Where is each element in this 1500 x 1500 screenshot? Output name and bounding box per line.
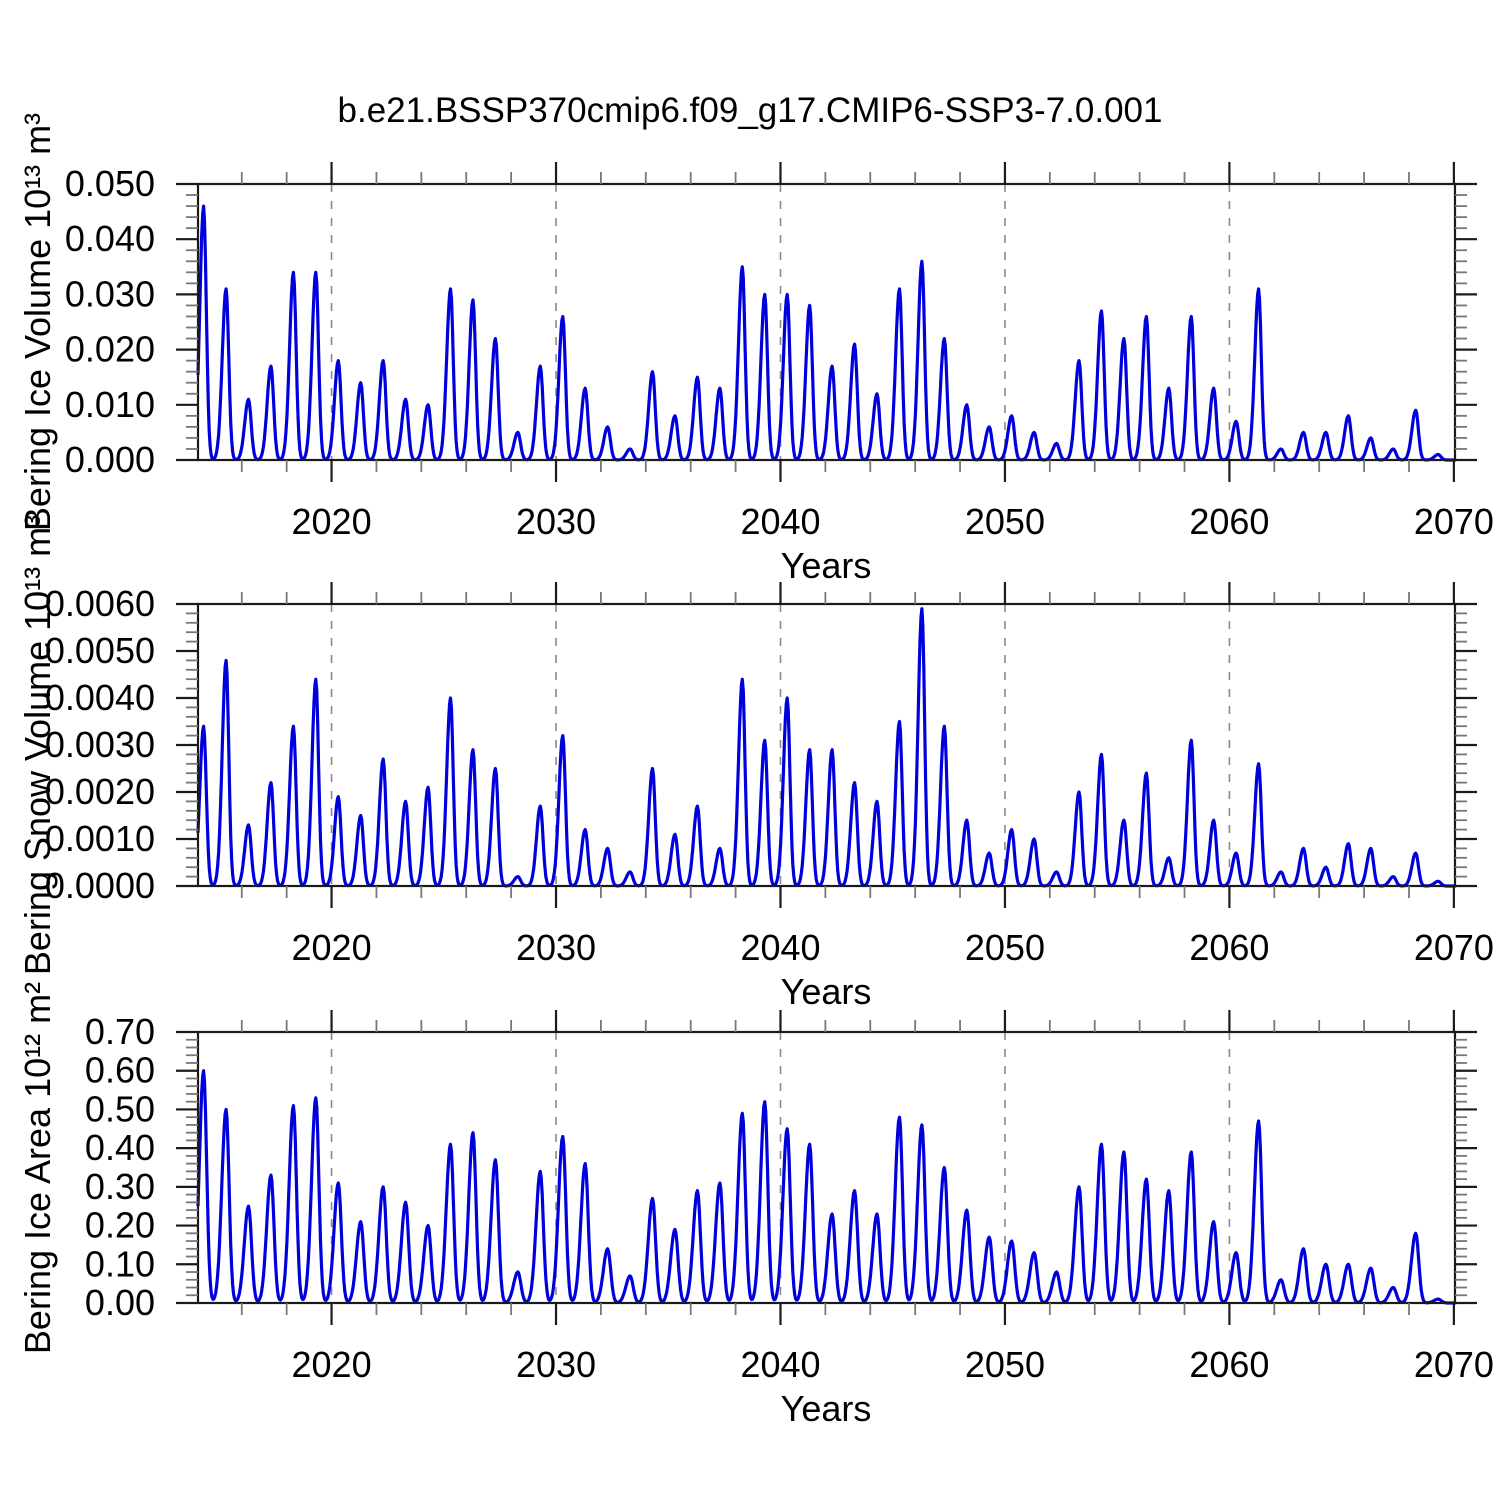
plot-frame bbox=[196, 1030, 1457, 1305]
x-tick-label: 2070 bbox=[1414, 927, 1494, 968]
x-axis-title-years-2: Years bbox=[781, 971, 872, 1012]
y-tick-label: 0.0040 bbox=[45, 677, 155, 718]
x-tick-label: 2040 bbox=[740, 927, 820, 968]
x-tick-label: 2030 bbox=[516, 501, 596, 542]
y-tick-label: 0.020 bbox=[65, 329, 155, 370]
x-axis-title-years-3: Years bbox=[781, 1388, 872, 1429]
y-tick-label: 0.0030 bbox=[45, 724, 155, 765]
plot-area-snow-volume: 2020 2030 2040 2050 2060 2070 0.0000 0.0010 0.00… bbox=[45, 582, 1494, 968]
x-tick-label: 2040 bbox=[740, 501, 820, 542]
panel-bering-ice-volume: Bering Ice Volume 10¹³ m³ Years 2020 2030… bbox=[17, 113, 1494, 586]
x-tick-label: 2070 bbox=[1414, 501, 1494, 542]
x-tick-label: 2030 bbox=[516, 927, 596, 968]
x-tick-label: 2060 bbox=[1189, 501, 1269, 542]
y-tick-label: 0.60 bbox=[85, 1050, 155, 1091]
y-tick-label: 0.20 bbox=[85, 1205, 155, 1246]
y-tick-label: 0.00 bbox=[85, 1282, 155, 1323]
y-tick-label: 0.10 bbox=[85, 1243, 155, 1284]
plot-area-ice-volume: 2020 2030 2040 2050 2060 2070 0.000 0.010 0.020 0… bbox=[65, 162, 1494, 542]
x-tick-label: 2020 bbox=[292, 501, 372, 542]
y-tick-label: 0.0010 bbox=[45, 818, 155, 859]
plot-frame bbox=[196, 182, 1457, 462]
panel-bering-ice-area: Bering Ice Area 10¹² m² Years 2020 2030 20… bbox=[17, 982, 1494, 1429]
x-tick-label: 2050 bbox=[965, 927, 1045, 968]
y-tick-label: 0.0050 bbox=[45, 630, 155, 671]
plot-area-ice-area: 2020 2030 2040 2050 2060 2070 0.000.100.200.30… bbox=[85, 1010, 1494, 1385]
y-tick-label: 0.040 bbox=[65, 218, 155, 259]
y-tick-label: 0.50 bbox=[85, 1088, 155, 1129]
y-tick-label: 0.030 bbox=[65, 273, 155, 314]
x-tick-label: 2020 bbox=[292, 1344, 372, 1385]
x-tick-label: 2030 bbox=[516, 1344, 596, 1385]
y-tick-label: 0.050 bbox=[65, 163, 155, 204]
panel-bering-snow-volume: Bering Snow Volume 10¹³ m³ Years 2020 203… bbox=[17, 515, 1494, 1012]
y-axis-title-ice-volume: Bering Ice Volume 10¹³ m³ bbox=[17, 113, 58, 531]
y-tick-label: 0.70 bbox=[85, 1011, 155, 1052]
data-line-bering-ice-area bbox=[196, 1069, 1457, 1305]
x-tick-label: 2060 bbox=[1189, 927, 1269, 968]
y-axis-title-ice-area: Bering Ice Area 10¹² m² bbox=[17, 982, 58, 1354]
x-tick-label: 2050 bbox=[965, 1344, 1045, 1385]
y-tick-label: 0.40 bbox=[85, 1127, 155, 1168]
y-axis-title-snow-volume: Bering Snow Volume 10¹³ m³ bbox=[17, 515, 58, 975]
x-tick-label: 2060 bbox=[1189, 1344, 1269, 1385]
x-tick-label: 2070 bbox=[1414, 1344, 1494, 1385]
figure-title: b.e21.BSSP370cmip6.f09_g17.CMIP6-SSP3-7.… bbox=[338, 91, 1163, 130]
y-tick-label: 0.0060 bbox=[45, 583, 155, 624]
y-tick-label: 0.30 bbox=[85, 1166, 155, 1207]
x-tick-label: 2020 bbox=[292, 927, 372, 968]
y-tick-label: 0.000 bbox=[65, 439, 155, 480]
y-tick-label: 0.010 bbox=[65, 384, 155, 425]
x-tick-label: 2040 bbox=[740, 1344, 820, 1385]
x-axis-title-years-1: Years bbox=[781, 545, 872, 586]
y-tick-label: 0.0020 bbox=[45, 771, 155, 812]
y-tick-label: 0.0000 bbox=[45, 865, 155, 906]
x-tick-label: 2050 bbox=[965, 501, 1045, 542]
